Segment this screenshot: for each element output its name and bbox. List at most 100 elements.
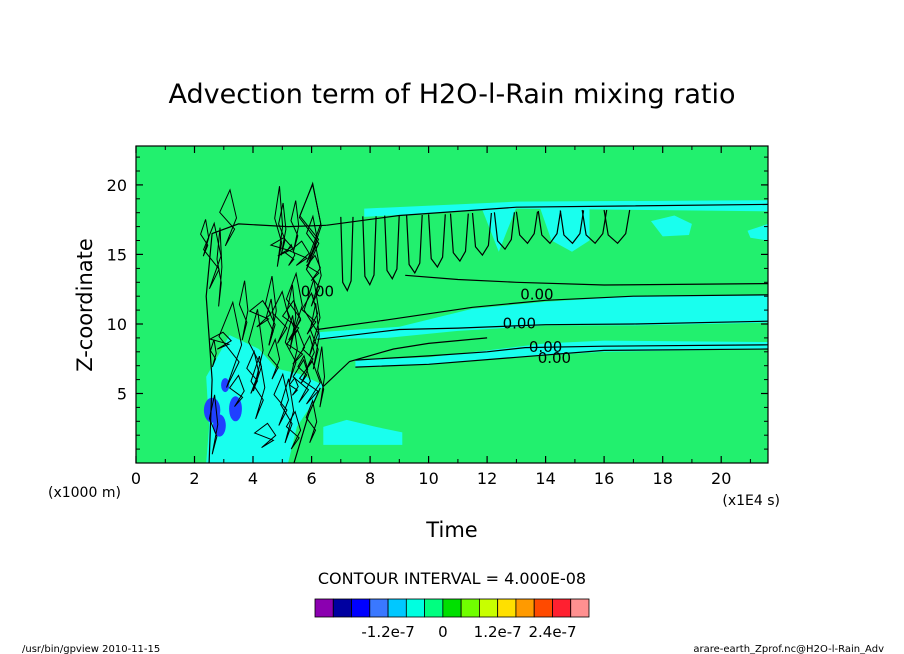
- strong-negative-patch: [221, 378, 230, 393]
- contour-label: 0.00: [503, 315, 536, 333]
- colorbar-tick-labels: -1.2e-7 0 1.2e-7 2.4e-7: [361, 623, 576, 641]
- contour-line: [298, 181, 322, 270]
- contour-line: [274, 186, 284, 267]
- x-tick-label: 18: [653, 469, 673, 488]
- contour-line: [264, 275, 277, 346]
- contour-line: [322, 337, 488, 387]
- contour-line: [219, 188, 238, 247]
- contour-line: [355, 348, 768, 368]
- negative-region: [481, 207, 517, 252]
- contour-label: 0.00: [538, 349, 571, 367]
- negative-region: [747, 223, 768, 241]
- y-axis-ticks: 5 10 15 20: [107, 156, 768, 450]
- strong-negative-patch: [229, 396, 242, 422]
- contour-line: [250, 355, 266, 420]
- contour-line: [278, 202, 287, 256]
- colorbar-swatch: [570, 598, 590, 618]
- contour-line: [238, 280, 249, 341]
- colorbar-swatch: [515, 598, 535, 618]
- x-axis-label: Time: [425, 518, 477, 542]
- contour-line: [317, 320, 768, 340]
- contour-line: [537, 210, 562, 245]
- y-tick-label: 15: [107, 245, 127, 264]
- x-tick-label: 12: [477, 469, 497, 488]
- strong-negative-patch: [213, 414, 226, 437]
- contour-line: [406, 214, 423, 275]
- contour-line: [355, 344, 768, 361]
- contour-line: [288, 376, 299, 396]
- colorbar-swatch: [405, 598, 425, 618]
- colorbar-tick-label: -1.2e-7: [361, 623, 414, 641]
- colorbar-tick-label: 0: [438, 623, 448, 641]
- y-axis-unit: (x1000 m): [48, 485, 121, 501]
- contour-line: [340, 216, 354, 293]
- colorbar-tick-label: 1.2e-7: [474, 623, 522, 641]
- contour-line: [559, 210, 585, 245]
- colorbar-swatch: [332, 598, 352, 618]
- contour-label: 0.00: [520, 285, 553, 303]
- x-tick-label: 2: [189, 469, 199, 488]
- contour-line: [471, 212, 492, 257]
- contour-lines: [200, 181, 768, 463]
- y-axis-label: Z-coordinate: [73, 238, 97, 372]
- contour-line: [205, 223, 327, 463]
- contour-line: [317, 346, 326, 408]
- colorbar-swatch: [533, 598, 553, 618]
- contour-line: [218, 300, 243, 388]
- contour-line: [317, 294, 768, 331]
- x-tick-label: 4: [248, 469, 258, 488]
- colorbar-swatch: [442, 598, 462, 618]
- contour-line: [200, 219, 210, 257]
- contour-line: [253, 422, 277, 449]
- x-tick-label: 8: [365, 469, 375, 488]
- contour-line: [284, 315, 298, 383]
- contour-line: [515, 211, 539, 245]
- contour-line: [248, 299, 272, 328]
- contour-line: [203, 221, 222, 290]
- x-axis-ticks: 0 2 4 6 8 10 12 14 16 18 20: [131, 146, 751, 488]
- contour-line: [581, 209, 608, 245]
- colorbar-tick-label: 2.4e-7: [528, 623, 576, 641]
- plot-frame: [135, 145, 769, 464]
- contour-line: [290, 200, 300, 251]
- contour-line: [302, 334, 315, 370]
- negative-region: [206, 335, 324, 463]
- colorbar-swatch: [387, 598, 407, 618]
- contour-line: [298, 360, 321, 405]
- y-tick-label: 20: [107, 176, 127, 195]
- contour-line: [228, 374, 245, 407]
- contour-line: [288, 240, 310, 266]
- contour-line: [246, 349, 260, 394]
- negative-region: [323, 419, 403, 445]
- x-tick-label: 0: [131, 469, 141, 488]
- chart-title: Advection term of H2O-l-Rain mixing rati…: [169, 79, 736, 110]
- contour-line: [449, 213, 469, 263]
- contour-line: [384, 215, 400, 281]
- contour-line: [301, 291, 319, 335]
- x-axis-unit: (x1E4 s): [722, 493, 780, 509]
- contour-line: [209, 339, 217, 368]
- contour-line: [405, 274, 768, 286]
- x-tick-label: 14: [535, 469, 555, 488]
- colorbar-swatch: [351, 598, 371, 618]
- negative-region: [651, 215, 692, 237]
- y-tick-label: 10: [107, 315, 127, 334]
- colorbar-swatch: [478, 598, 499, 618]
- contour-line: [285, 271, 303, 338]
- colorbar: [314, 598, 590, 618]
- contour-line: [293, 387, 321, 463]
- x-tick-label: 20: [711, 469, 731, 488]
- contour-line: [493, 212, 515, 251]
- contour-line: [305, 398, 318, 444]
- colorbar-swatch: [369, 598, 389, 618]
- contour-line: [208, 394, 219, 455]
- x-tick-label: 10: [418, 469, 438, 488]
- contour-line: [267, 337, 281, 380]
- contour-interval: CONTOUR INTERVAL = 4.000E-08: [318, 569, 586, 588]
- contour-line: [286, 329, 306, 365]
- contour-line: [273, 372, 290, 426]
- contour-line: [248, 309, 264, 392]
- contour-line: [362, 216, 377, 287]
- y-tick-label: 5: [117, 385, 127, 404]
- contour-label: 0.00: [529, 338, 562, 356]
